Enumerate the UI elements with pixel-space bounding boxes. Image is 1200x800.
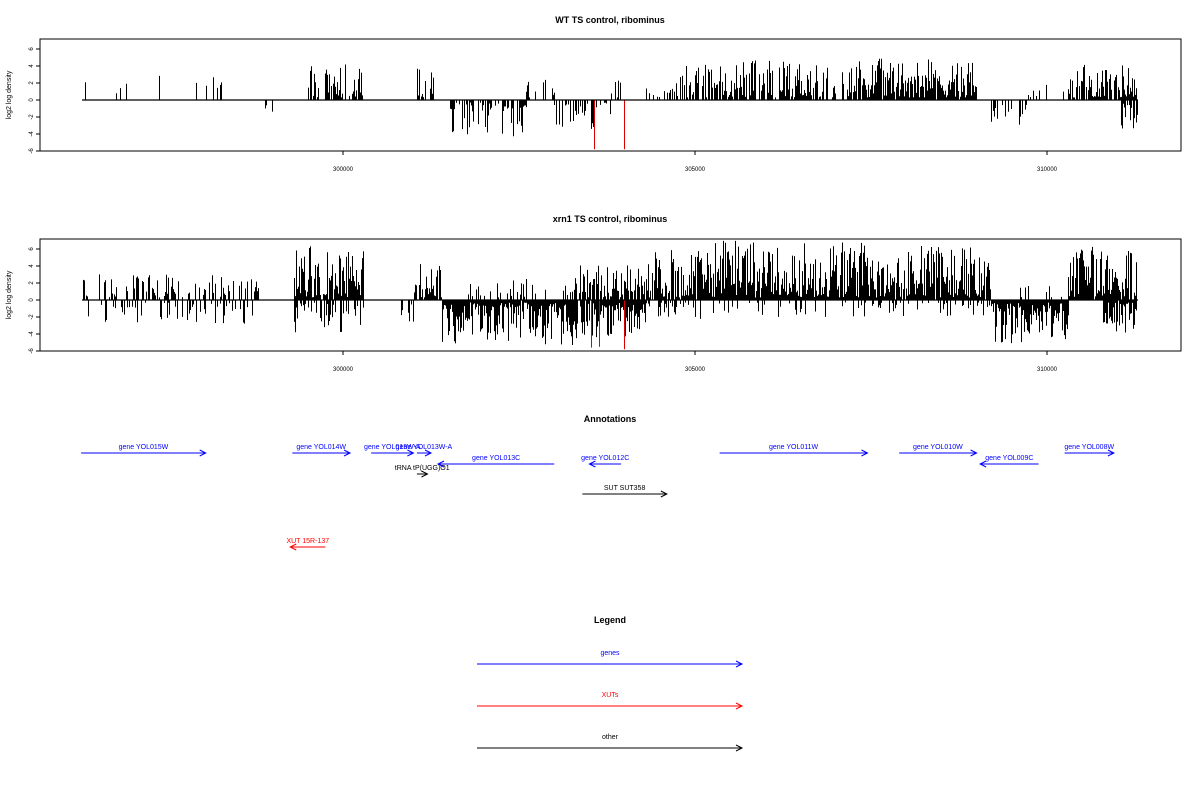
annotation-label: gene YOL013W-A: [364, 444, 421, 451]
y-tick-label: -6: [29, 148, 35, 154]
arrow-head: [199, 449, 207, 457]
wt-bars: [85, 58, 1138, 137]
annotation-feature: gene YOL014W: [292, 444, 352, 457]
y-tick-label: -6: [29, 348, 35, 354]
xrn1-plot-frame: [39, 238, 1182, 352]
arrow-head: [424, 449, 433, 457]
arrow-head: [588, 460, 596, 468]
arrow-head: [970, 449, 978, 457]
xrn1-highlight-bars: [591, 300, 625, 350]
annotation-feature: XUT 15R-137: [286, 538, 329, 551]
annotation-feature: gene YOL011W: [719, 444, 869, 457]
annotation-label: gene YOL013C: [472, 455, 520, 462]
annotations-panel: Annotations gene YOL015W gene YOL014W gene…: [81, 414, 1115, 551]
y-tick-label: -2: [29, 114, 35, 120]
xrn1-y-axis-label: log2 log density: [6, 270, 13, 319]
wt-x-ticks: 300000 305000 310000: [333, 151, 1058, 173]
y-tick-label: 0: [29, 298, 35, 302]
arrow-head: [343, 449, 352, 457]
y-tick-label: 6: [29, 247, 35, 251]
x-tick-label: 305000: [685, 367, 706, 373]
annotation-label: gene YOL015W: [119, 444, 169, 451]
annotation-label: gene YOL011W: [769, 444, 819, 451]
arrow-head: [735, 702, 744, 710]
wt-density-panel: WT TS control, ribominus log2 log densit…: [6, 15, 1182, 173]
arrow-head: [660, 490, 668, 498]
arrow-head: [979, 460, 987, 468]
annotation-feature: SUT SUT358: [582, 485, 668, 498]
x-tick-label: 300000: [333, 367, 354, 373]
arrow-head: [861, 449, 869, 457]
annotation-label: gene YOL008W: [1064, 444, 1114, 451]
wt-plot-frame: [39, 38, 1182, 152]
x-tick-label: 305000: [685, 167, 706, 173]
arrow-head: [421, 470, 429, 478]
annotation-feature: gene YOL009C: [979, 455, 1039, 468]
xrn1-panel-title: xrn1 TS control, ribominus: [553, 214, 668, 224]
x-tick-label: 310000: [1037, 367, 1058, 373]
legend-label: genes: [600, 650, 620, 657]
annotation-features: gene YOL015W gene YOL014W gene YOL013W-Age…: [81, 444, 1115, 551]
annotation-label: gene YOL012C: [581, 455, 629, 462]
annotations-title: Annotations: [584, 414, 637, 424]
legend-entries: genes XUTs other: [477, 650, 744, 752]
arrow-head: [289, 543, 297, 551]
wt-panel-title: WT TS control, ribominus: [555, 15, 665, 25]
annotation-feature: gene YOL012C: [581, 455, 629, 468]
annotation-label: gene YOL010W: [913, 444, 963, 451]
xrn1-density-panel: xrn1 TS control, ribominus log2 log dens…: [6, 214, 1182, 373]
y-tick-label: 0: [29, 98, 35, 102]
y-tick-label: -2: [29, 314, 35, 320]
annotation-label: gene YOL014W: [296, 444, 346, 451]
arrow-head: [735, 744, 744, 752]
x-tick-label: 310000: [1037, 167, 1058, 173]
y-tick-label: 2: [29, 81, 35, 85]
y-tick-label: 2: [29, 281, 35, 285]
legend-entry: XUTs: [477, 692, 744, 710]
arrow-head: [407, 449, 415, 457]
annotation-feature: gene YOL010W: [899, 444, 978, 457]
legend-entry: other: [477, 734, 744, 752]
annotation-feature: gene YOL013W-A: [396, 444, 453, 457]
xrn1-bars: [83, 240, 1137, 346]
annotation-feature: tRNA tP(UGG)O1: [395, 465, 450, 478]
xrn1-x-ticks: 300000 305000 310000: [333, 351, 1058, 373]
y-tick-label: 6: [29, 47, 35, 51]
annotation-label: SUT SUT358: [604, 485, 646, 492]
annotation-label: gene YOL013W-A: [396, 444, 453, 451]
arrow-head: [735, 660, 744, 668]
annotation-feature: gene YOL013W-A: [364, 444, 421, 457]
y-tick-label: 4: [29, 264, 35, 268]
annotation-feature: gene YOL013C: [436, 455, 555, 468]
wt-highlight-bars: [594, 100, 625, 150]
arrow-head: [436, 460, 445, 468]
legend-label: XUTs: [602, 692, 619, 699]
legend-label: other: [602, 734, 619, 741]
wt-y-axis-label: log2 log density: [6, 70, 13, 119]
wt-y-ticks: 6 4 2 0 -2 -4 -6: [29, 47, 40, 154]
annotation-feature: gene YOL008W: [1064, 444, 1115, 457]
y-tick-label: -4: [29, 331, 35, 337]
xrn1-y-ticks: 6 4 2 0 -2 -4 -6: [29, 247, 40, 354]
annotation-label: tRNA tP(UGG)O1: [395, 465, 450, 472]
annotation-feature: gene YOL015W: [81, 444, 207, 457]
y-tick-label: 4: [29, 64, 35, 68]
annotation-label: XUT 15R-137: [286, 538, 329, 545]
x-tick-label: 300000: [333, 167, 354, 173]
y-tick-label: -4: [29, 131, 35, 137]
arrow-head: [1107, 449, 1115, 457]
annotation-label: gene YOL009C: [985, 455, 1033, 462]
legend-panel: Legend genes XUTs other: [477, 615, 744, 752]
legend-entry: genes: [477, 650, 744, 668]
legend-title: Legend: [594, 615, 626, 625]
